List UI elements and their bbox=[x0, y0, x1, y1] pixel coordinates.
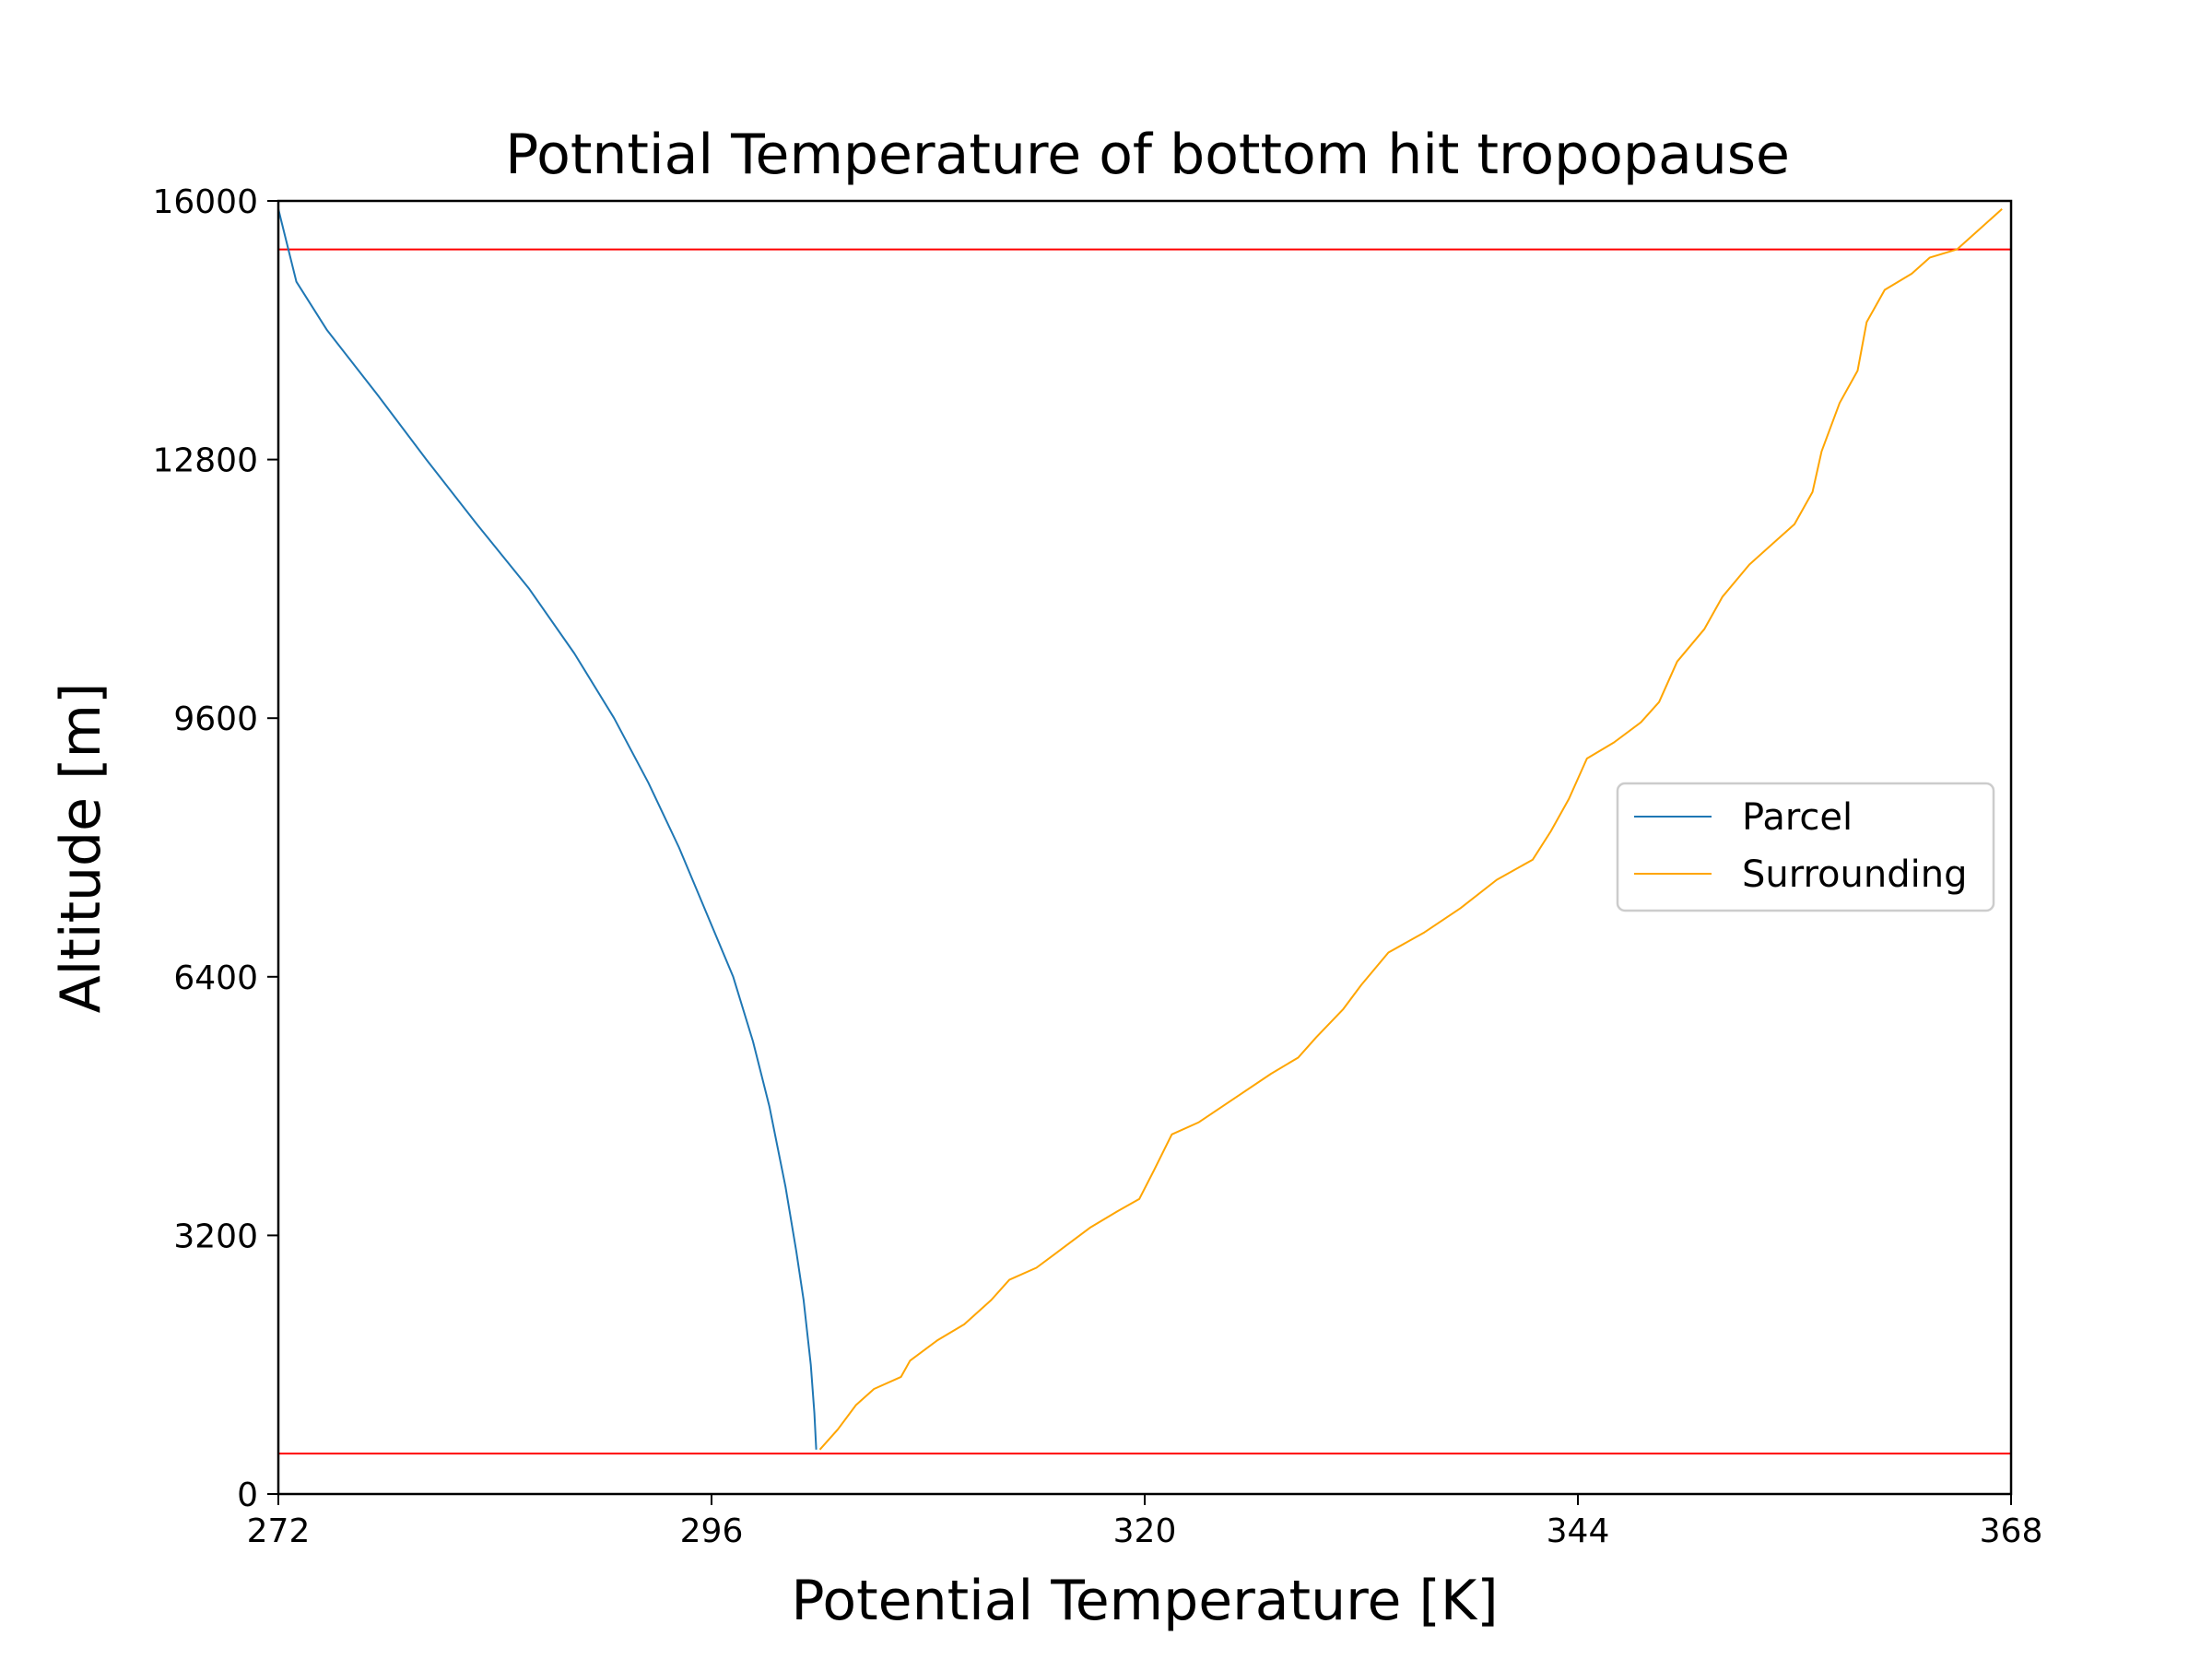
y-tick-label: 12800 bbox=[152, 442, 258, 480]
y-tick-label: 0 bbox=[237, 1477, 258, 1514]
y-tick-label: 16000 bbox=[152, 183, 258, 221]
legend-label-surrounding: Surrounding bbox=[1742, 853, 1967, 896]
x-axis-label: Potential Temperature [K] bbox=[791, 1569, 1498, 1633]
x-tick-label: 344 bbox=[1547, 1512, 1610, 1550]
legend-box bbox=[1616, 782, 1995, 912]
x-tick-label: 296 bbox=[680, 1512, 744, 1550]
chart-title: Potntial Temperature of bottom hit tropo… bbox=[505, 123, 1790, 187]
y-tick-label: 3200 bbox=[173, 1218, 258, 1255]
y-axis-ticks: 0 3200 6400 9600 12800 16000 bbox=[152, 183, 278, 1514]
series-lines bbox=[278, 208, 2003, 1451]
plot-area bbox=[276, 199, 2013, 1496]
series-line-parcel bbox=[278, 208, 818, 1450]
reference-lines bbox=[278, 248, 2011, 1455]
y-tick-label: 6400 bbox=[173, 959, 258, 997]
series-line-surrounding bbox=[818, 208, 2003, 1451]
x-axis-ticks: 272 296 320 344 368 bbox=[247, 1494, 2043, 1550]
y-axis-label: Altitude [m] bbox=[49, 683, 113, 1014]
y-tick-label: 9600 bbox=[173, 700, 258, 738]
x-tick-label: 320 bbox=[1113, 1512, 1177, 1550]
x-tick-label: 368 bbox=[1980, 1512, 2043, 1550]
legend: Parcel Surrounding bbox=[1616, 782, 1995, 912]
legend-label-parcel: Parcel bbox=[1742, 796, 1853, 839]
x-tick-label: 272 bbox=[247, 1512, 311, 1550]
